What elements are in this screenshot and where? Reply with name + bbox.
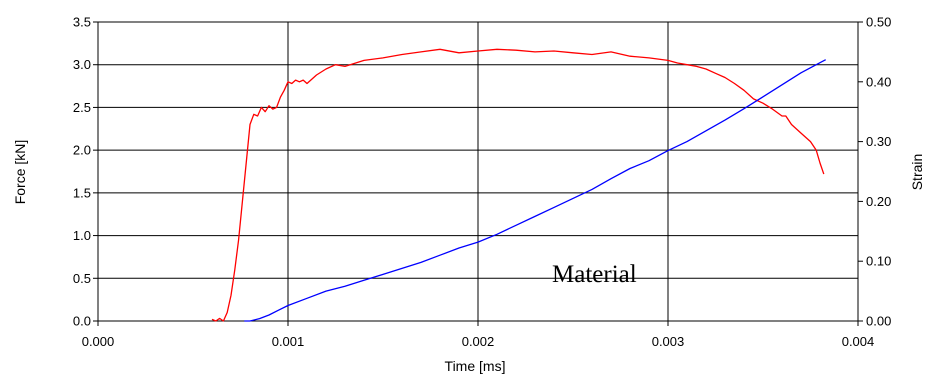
y2-axis-title: Strain xyxy=(909,154,925,191)
series-lines xyxy=(211,48,827,322)
y2-tick-label: 0.10 xyxy=(866,254,891,269)
y-tick-label: 2.0 xyxy=(73,143,91,158)
tick-labels: 0.0 0.5 1.0 1.5 2.0 2.5 3.0 3.5 0.00 0.10 0.20 0.30… xyxy=(73,15,891,350)
y2-tick-label: 0.20 xyxy=(866,194,891,209)
y-tick-label: 3.5 xyxy=(73,15,91,30)
y2-tick-label: 0.30 xyxy=(866,134,891,149)
y-tick-label: 2.5 xyxy=(73,100,91,115)
x-tick-label: 0.001 xyxy=(272,334,305,349)
material-annotation: Material xyxy=(552,261,637,288)
grid-lines xyxy=(98,22,858,321)
y-tick-label: 1.0 xyxy=(73,228,91,243)
y2-tick-label: 0.40 xyxy=(866,74,891,89)
force-series-line xyxy=(211,48,825,322)
y2-tick-label: 0.50 xyxy=(866,15,891,30)
strain-series-line xyxy=(244,59,827,322)
y-axis-title: Force [kN] xyxy=(12,140,28,205)
y-tick-label: 1.5 xyxy=(73,185,91,200)
x-tick-label: 0.004 xyxy=(842,334,875,349)
y-tick-label: 3.0 xyxy=(73,57,91,72)
y-tick-label: 0.0 xyxy=(73,314,91,329)
x-tick-label: 0.003 xyxy=(652,334,685,349)
x-tick-label: 0.000 xyxy=(82,334,115,349)
x-tick-label: 0.002 xyxy=(462,334,495,349)
y2-tick-label: 0.00 xyxy=(866,314,891,329)
y-tick-label: 0.5 xyxy=(73,271,91,286)
x-axis-title: Time [ms] xyxy=(445,358,506,374)
